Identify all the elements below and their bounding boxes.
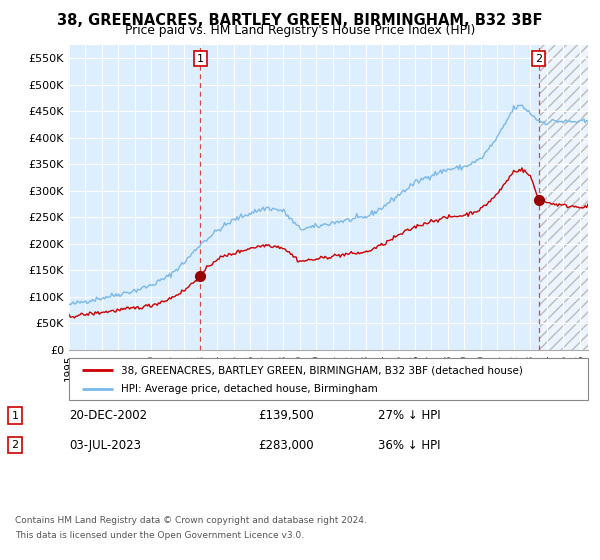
Bar xyxy=(540,45,588,350)
Text: HPI: Average price, detached house, Birmingham: HPI: Average price, detached house, Birm… xyxy=(121,385,377,394)
Bar xyxy=(540,45,588,350)
Text: This data is licensed under the Open Government Licence v3.0.: This data is licensed under the Open Gov… xyxy=(15,531,304,540)
Text: 20-DEC-2002: 20-DEC-2002 xyxy=(69,409,147,422)
Text: 2: 2 xyxy=(535,54,542,63)
Text: Contains HM Land Registry data © Crown copyright and database right 2024.: Contains HM Land Registry data © Crown c… xyxy=(15,516,367,525)
Text: 27% ↓ HPI: 27% ↓ HPI xyxy=(378,409,440,422)
Text: 03-JUL-2023: 03-JUL-2023 xyxy=(69,438,141,452)
Text: 38, GREENACRES, BARTLEY GREEN, BIRMINGHAM, B32 3BF: 38, GREENACRES, BARTLEY GREEN, BIRMINGHA… xyxy=(57,13,543,28)
Text: 1: 1 xyxy=(197,54,204,63)
Text: £139,500: £139,500 xyxy=(258,409,314,422)
Text: 36% ↓ HPI: 36% ↓ HPI xyxy=(378,438,440,452)
Text: 2: 2 xyxy=(11,440,19,450)
Text: Price paid vs. HM Land Registry's House Price Index (HPI): Price paid vs. HM Land Registry's House … xyxy=(125,24,475,37)
Text: 1: 1 xyxy=(11,410,19,421)
Text: 38, GREENACRES, BARTLEY GREEN, BIRMINGHAM, B32 3BF (detached house): 38, GREENACRES, BARTLEY GREEN, BIRMINGHA… xyxy=(121,365,523,375)
Text: £283,000: £283,000 xyxy=(258,438,314,452)
